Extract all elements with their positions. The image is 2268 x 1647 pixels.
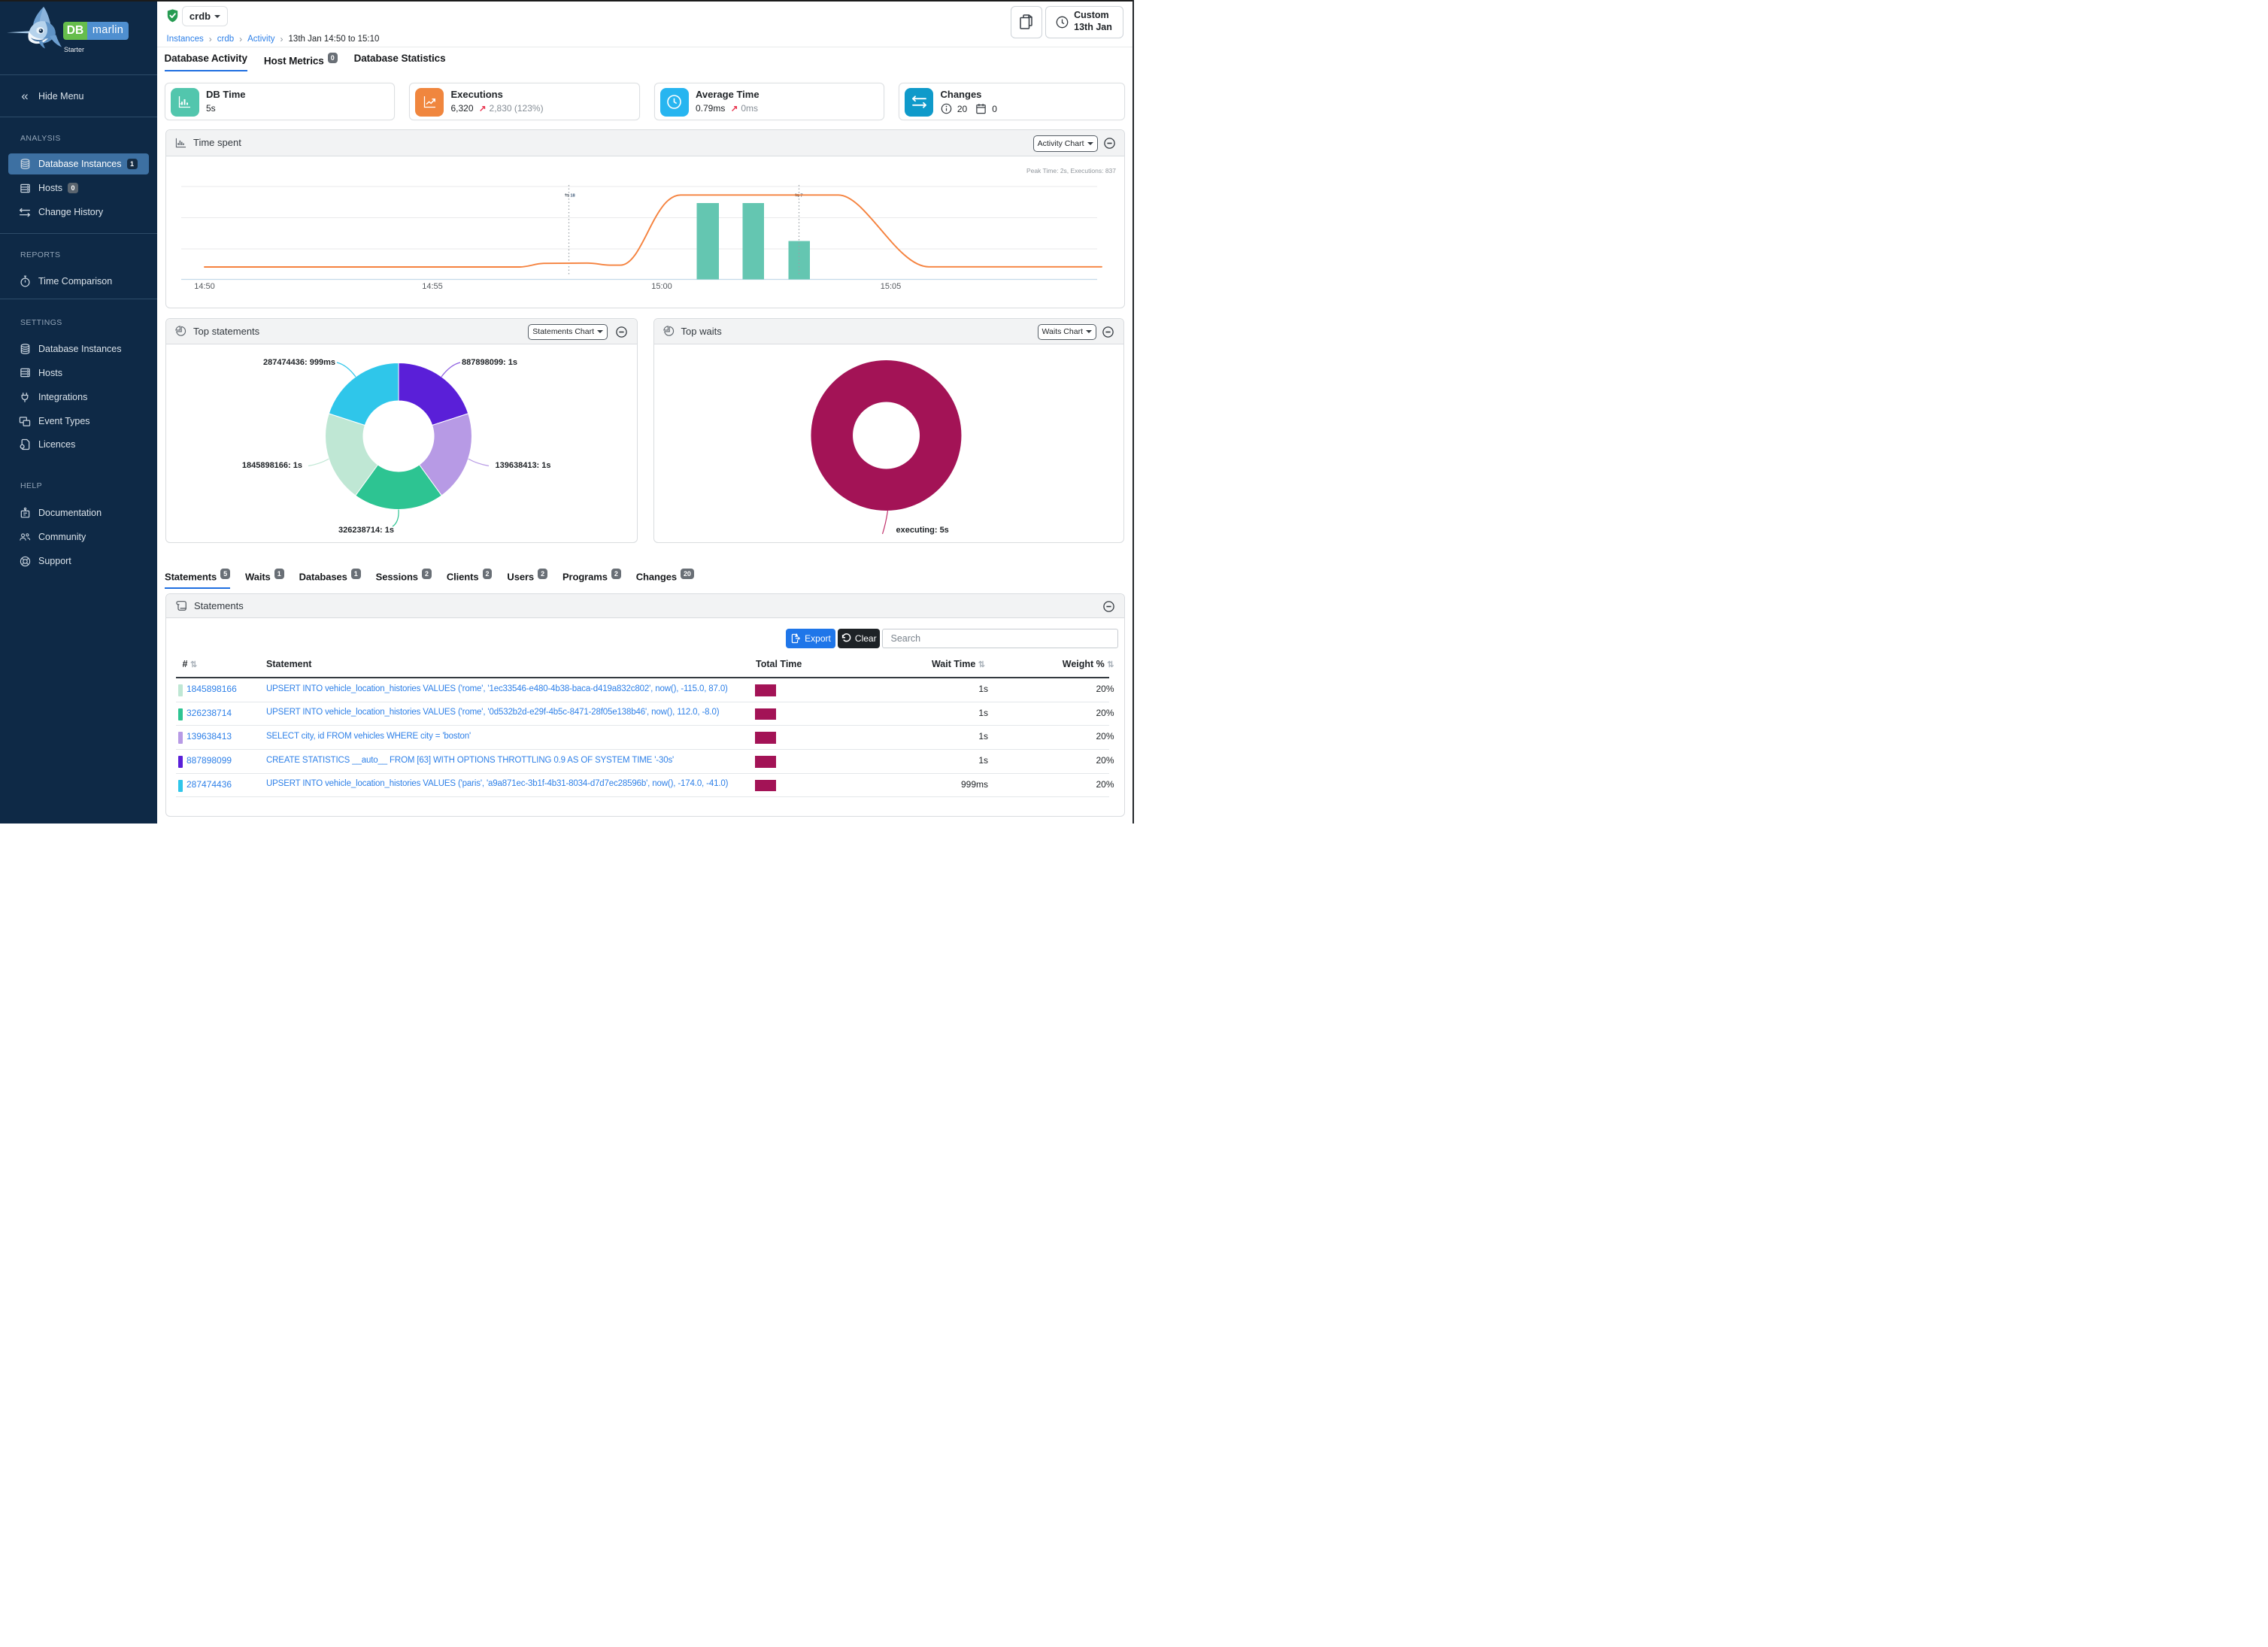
svg-text:15:05: 15:05 [881, 282, 902, 291]
svg-text:14:55: 14:55 [422, 282, 443, 291]
svg-text:287474436: 999ms: 287474436: 999ms [263, 358, 335, 367]
svg-text:Peak Time: 2s, Executions: 837: Peak Time: 2s, Executions: 837 [1026, 167, 1116, 174]
svg-text:326238714: 1s: 326238714: 1s [338, 526, 394, 535]
svg-text:887898099: 1s: 887898099: 1s [462, 358, 517, 367]
svg-text:14:50: 14:50 [194, 282, 215, 291]
svg-text:1845898166: 1s: 1845898166: 1s [242, 461, 302, 470]
svg-text:executing: 5s: executing: 5s [896, 526, 948, 535]
svg-text:139638413: 1s: 139638413: 1s [496, 461, 551, 470]
svg-text:18: 18 [570, 193, 575, 198]
svg-text:15:00: 15:00 [651, 282, 672, 291]
svg-text:7: 7 [800, 193, 802, 198]
